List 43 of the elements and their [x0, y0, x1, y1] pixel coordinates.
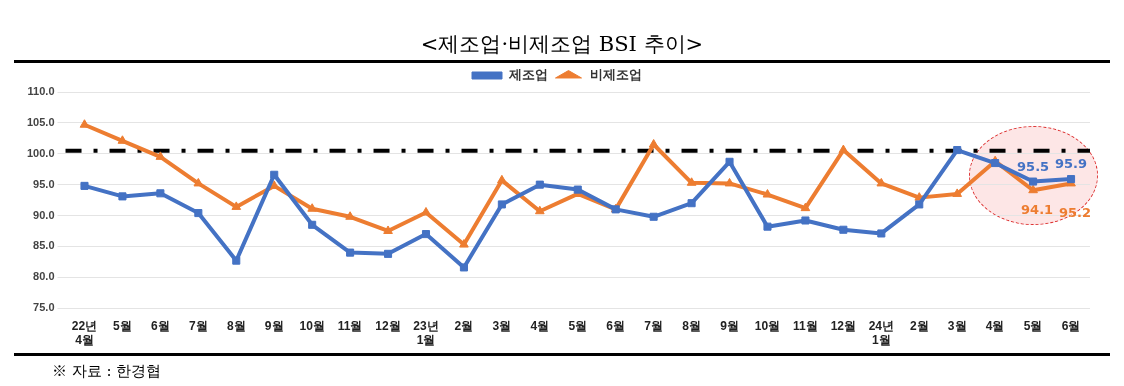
data-label: 94.1 [1021, 201, 1054, 217]
x-tick-label: 22년 4월 [71, 318, 98, 348]
x-tick-label: 4월 [530, 318, 550, 333]
x-tick-label: 2월 [454, 318, 474, 333]
x-tick-label: 7월 [644, 318, 663, 333]
x-tick-label: 5월 [568, 318, 588, 333]
x-tick-label: 6월 [1061, 318, 1081, 333]
x-tick-label: 11월 [793, 318, 818, 333]
y-tick-label: 80.0 [33, 270, 55, 283]
x-tick-label: 24년 1월 [868, 318, 894, 348]
x-tick-label: 3월 [492, 318, 512, 333]
x-tick-label: 5월 [113, 318, 132, 333]
x-tick-label: 8월 [226, 318, 246, 333]
data-label: 95.5 [1017, 158, 1050, 174]
chart-title: <제조업·비제조업 BSI 추이> [419, 31, 705, 58]
x-tick-label: 10월 [754, 318, 781, 333]
y-tick-label: 75.0 [33, 301, 55, 314]
y-tick-label: 100.0 [27, 146, 55, 159]
x-tick-label: 3월 [947, 318, 967, 333]
data-label: 95.2 [1058, 204, 1092, 220]
x-tick-label: 9월 [720, 318, 739, 333]
y-tick-label: 105.0 [27, 115, 55, 128]
x-tick-label: 12월 [830, 318, 857, 333]
x-tick-label: 11월 [337, 318, 363, 333]
x-tick-label: 5월 [1023, 318, 1043, 333]
x-tick-label: 4월 [985, 318, 1005, 333]
text: ※ 자료 : 한경협 [52, 362, 162, 381]
y-tick-label: 85.0 [33, 239, 55, 252]
y-tick-label: 90.0 [33, 208, 55, 221]
x-tick-label: 7월 [188, 318, 208, 333]
x-tick-label: 10월 [299, 318, 325, 333]
x-tick-label: 6월 [151, 318, 170, 333]
x-tick-label: 2월 [909, 318, 929, 333]
legend-label: 비제조업 [590, 67, 642, 83]
legend-label: 제조업 [507, 67, 548, 83]
y-tick-label: 110.0 [27, 85, 55, 98]
y-tick-label: 95.0 [33, 177, 55, 190]
x-tick-label: 9월 [264, 318, 284, 333]
x-tick-label: 23년 1월 [413, 318, 439, 348]
x-tick-label: 6월 [606, 318, 626, 333]
x-tick-label: 12월 [375, 318, 401, 333]
x-tick-label: 8월 [682, 318, 701, 333]
data-label: 95.9 [1054, 156, 1088, 172]
